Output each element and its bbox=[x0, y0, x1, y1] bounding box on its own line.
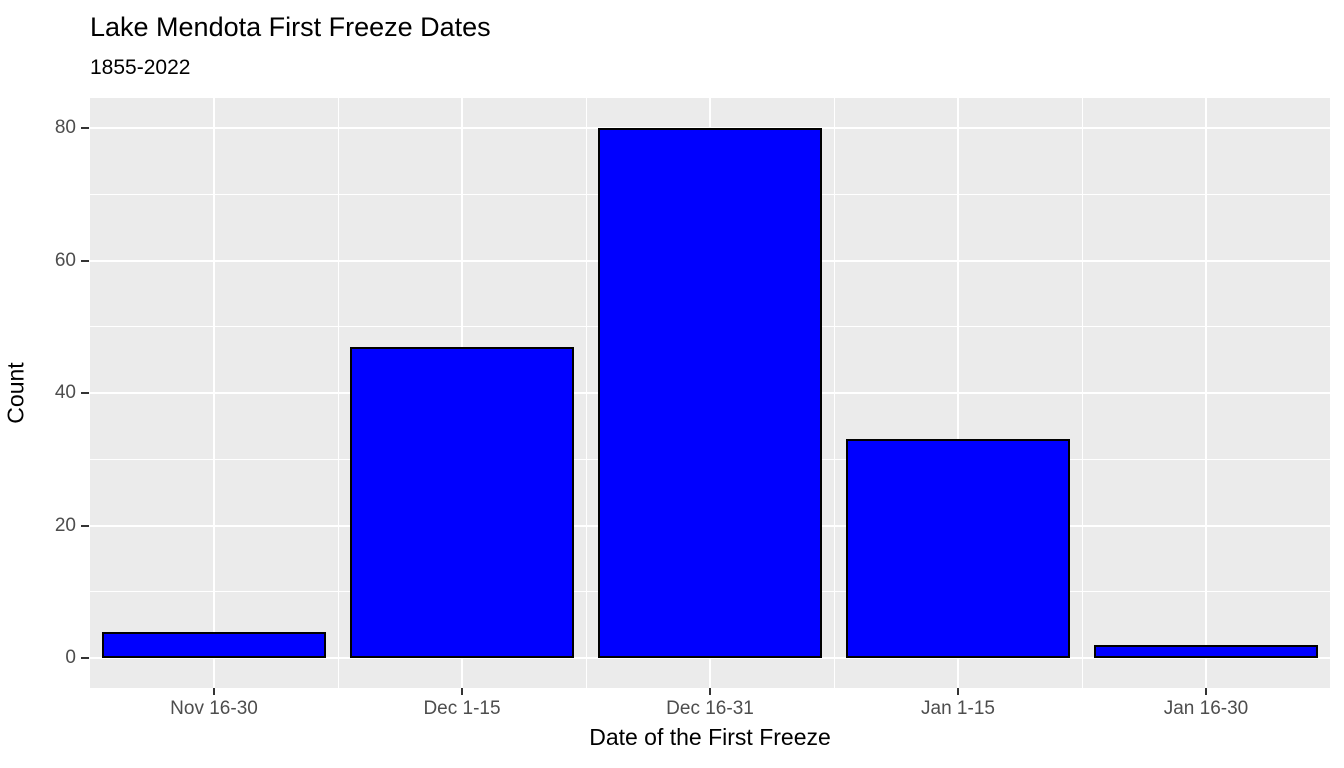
x-tick-mark-4 bbox=[957, 688, 959, 695]
x-tick-label-nov-16-30: Nov 16-30 bbox=[170, 698, 258, 719]
y-tick-label-20: 20 bbox=[54, 514, 76, 536]
x-tick-label-jan-16-30: Jan 16-30 bbox=[1163, 698, 1249, 719]
y-tick-mark-80 bbox=[81, 127, 89, 129]
x-tick-mark-2 bbox=[461, 688, 463, 695]
x-tick-label-jan-1-15: Jan 1-15 bbox=[921, 698, 995, 719]
y-tick-mark-20 bbox=[81, 524, 89, 527]
y-tick-mark-0 bbox=[81, 657, 89, 659]
x-axis-title: Date of the First Freeze bbox=[589, 724, 831, 750]
y-tick-mark-40 bbox=[81, 392, 89, 394]
y-axis-tick-marks bbox=[81, 98, 89, 688]
x-tick-mark-5 bbox=[1205, 688, 1207, 695]
chart-subtitle: 1855-2022 bbox=[90, 56, 191, 79]
y-tick-label-60: 60 bbox=[54, 249, 76, 271]
bar-nov-16-30 bbox=[102, 631, 326, 658]
y-tick-label-40: 40 bbox=[54, 382, 76, 403]
x-tick-label-dec-16-31: Dec 16-31 bbox=[666, 698, 754, 719]
y-tick-mark-60 bbox=[81, 259, 89, 262]
x-tick-label-dec-1-15: Dec 1-15 bbox=[423, 698, 501, 719]
y-tick-label-80: 80 bbox=[54, 117, 76, 138]
bar-jan-16-30 bbox=[1094, 644, 1318, 658]
x-axis-tick-labels: Nov 16-30 Dec 1-15 Dec 16-31 Jan 1-15 Jan 16… bbox=[90, 688, 1330, 724]
bar-dec-1-15 bbox=[350, 346, 574, 658]
y-tick-label-0: 0 bbox=[65, 647, 76, 668]
plot-panel bbox=[90, 98, 1330, 688]
x-tick-mark-3 bbox=[709, 688, 711, 695]
x-tick-mark-1 bbox=[213, 688, 215, 695]
bar-jan-1-15 bbox=[846, 439, 1070, 658]
y-axis-tick-labels: 0 20 40 60 80 bbox=[20, 98, 76, 688]
bar-dec-16-31 bbox=[598, 128, 822, 658]
gridline-major-y bbox=[90, 657, 1330, 659]
chart-title: Lake Mendota First Freeze Dates bbox=[90, 12, 491, 42]
